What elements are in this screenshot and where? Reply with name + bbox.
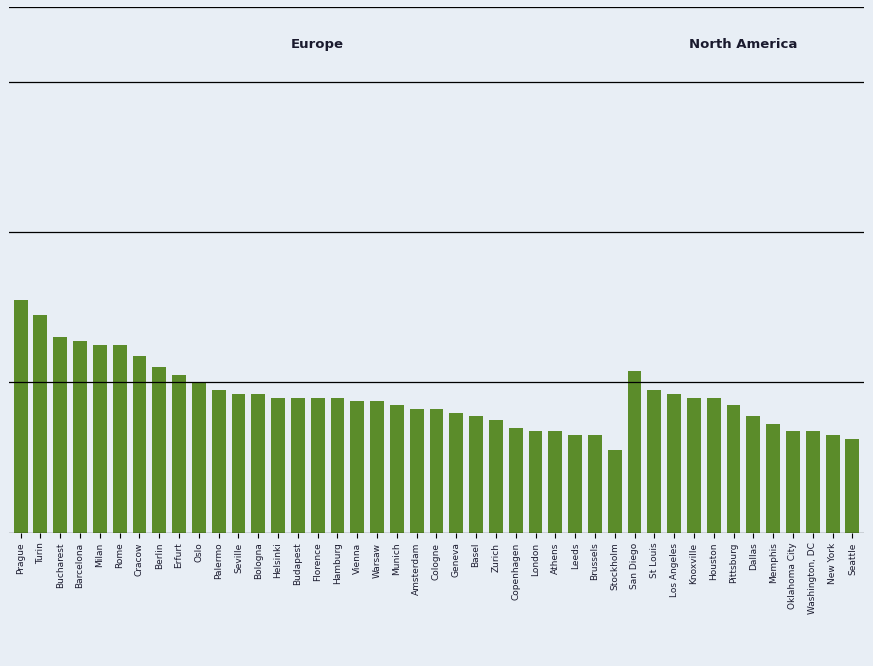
Bar: [133, 356, 147, 533]
Bar: [113, 345, 127, 533]
Bar: [272, 398, 285, 533]
Bar: [350, 401, 364, 533]
Bar: [450, 412, 464, 533]
Bar: [291, 398, 305, 533]
Bar: [766, 424, 780, 533]
Bar: [786, 432, 800, 533]
Bar: [370, 401, 384, 533]
Bar: [251, 394, 265, 533]
Bar: [845, 439, 859, 533]
Bar: [53, 338, 67, 533]
Bar: [489, 420, 503, 533]
Bar: [528, 432, 542, 533]
Bar: [746, 416, 760, 533]
Bar: [93, 345, 107, 533]
Bar: [826, 435, 840, 533]
Bar: [311, 398, 325, 533]
Bar: [331, 398, 345, 533]
Bar: [548, 432, 562, 533]
Bar: [469, 416, 483, 533]
Bar: [172, 375, 186, 533]
Bar: [608, 450, 622, 533]
Bar: [192, 382, 206, 533]
Bar: [152, 368, 166, 533]
Text: North America: North America: [690, 38, 798, 51]
Bar: [568, 435, 582, 533]
Bar: [430, 409, 443, 533]
Bar: [231, 394, 245, 533]
Bar: [14, 300, 28, 533]
Bar: [667, 394, 681, 533]
Bar: [73, 341, 87, 533]
Bar: [390, 405, 404, 533]
Bar: [628, 371, 642, 533]
Text: Europe: Europe: [292, 38, 344, 51]
Bar: [687, 398, 701, 533]
Bar: [212, 390, 225, 533]
Bar: [33, 315, 47, 533]
Bar: [726, 405, 740, 533]
Bar: [648, 390, 661, 533]
Bar: [707, 398, 721, 533]
Bar: [588, 435, 601, 533]
Bar: [806, 432, 820, 533]
Bar: [509, 428, 523, 533]
Bar: [409, 409, 423, 533]
